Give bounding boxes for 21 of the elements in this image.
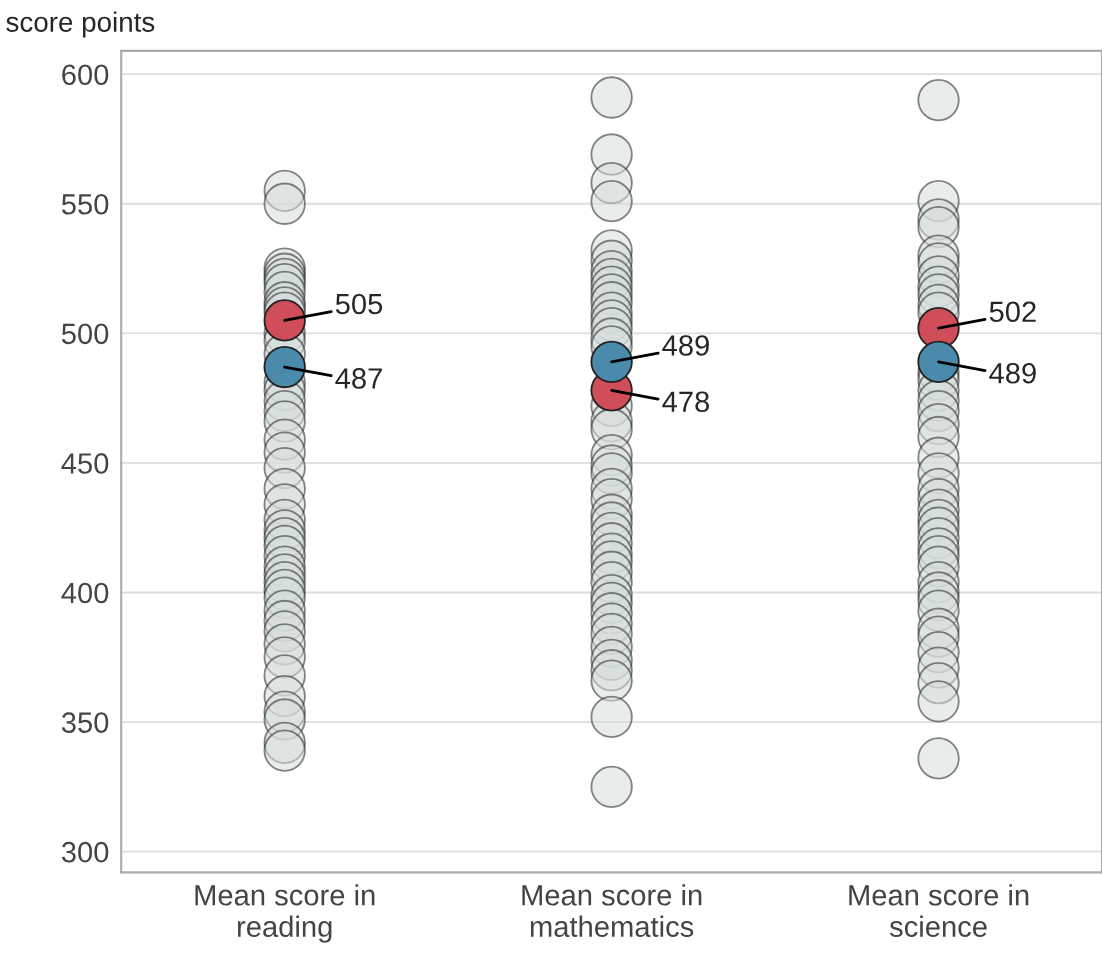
data-label: 487 bbox=[335, 368, 382, 389]
y-tick-label: 600 bbox=[62, 64, 109, 86]
y-tick-label: 350 bbox=[61, 712, 109, 733]
y-axis-title: score points bbox=[6, 11, 155, 38]
x-tick-label: Mean score in science bbox=[849, 884, 1029, 938]
y-tick-label: 450 bbox=[61, 453, 109, 474]
y-tick-label: 400 bbox=[61, 582, 109, 604]
point bbox=[263, 299, 306, 342]
y-tick-label: 300 bbox=[61, 841, 109, 863]
x-tick-label: Mean score in mathematics bbox=[522, 884, 702, 938]
data-label: 478 bbox=[662, 391, 709, 413]
data-label: 489 bbox=[989, 362, 1036, 384]
data-label: 505 bbox=[335, 293, 383, 315]
point bbox=[263, 345, 306, 389]
y-tick-label: 550 bbox=[61, 193, 109, 215]
x-tick-label: Mean score in reading bbox=[195, 884, 375, 943]
point bbox=[590, 340, 633, 383]
point bbox=[917, 340, 960, 383]
data-label: 489 bbox=[662, 335, 709, 356]
data-label: 502 bbox=[989, 301, 1036, 323]
y-tick-label: 500 bbox=[61, 323, 109, 345]
